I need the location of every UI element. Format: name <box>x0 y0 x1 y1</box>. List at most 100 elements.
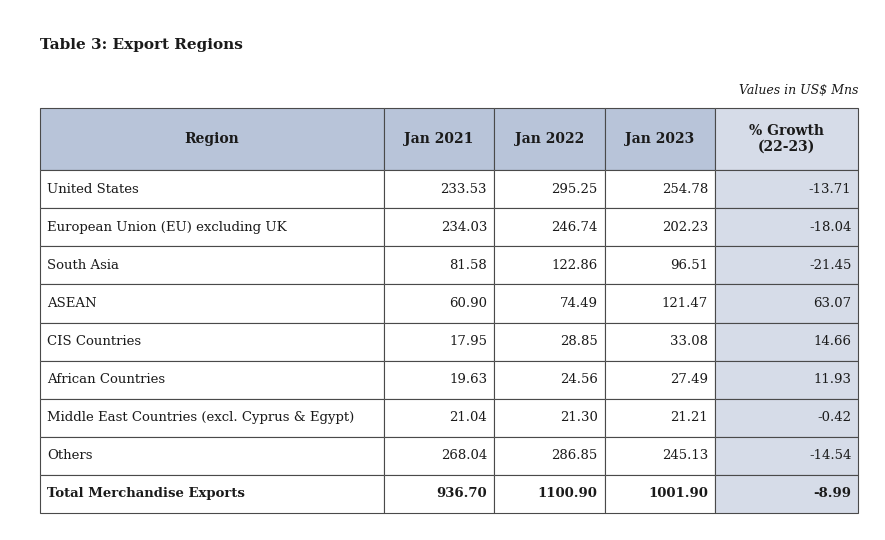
Bar <box>494 208 604 246</box>
Text: 1100.90: 1100.90 <box>538 488 597 501</box>
Bar <box>494 322 604 361</box>
Text: Jan 2023: Jan 2023 <box>626 132 695 146</box>
Bar <box>715 361 858 399</box>
Text: Total Merchandise Exports: Total Merchandise Exports <box>47 488 245 501</box>
Bar <box>715 437 858 475</box>
Bar <box>494 246 604 285</box>
Text: Region: Region <box>184 132 239 146</box>
Text: Values in US$ Mns: Values in US$ Mns <box>739 84 858 97</box>
Bar <box>383 399 494 437</box>
Bar <box>494 170 604 208</box>
Text: 14.66: 14.66 <box>813 335 851 348</box>
Text: 81.58: 81.58 <box>450 259 487 272</box>
Bar <box>494 285 604 322</box>
Bar <box>383 361 494 399</box>
Text: 74.49: 74.49 <box>559 297 597 310</box>
Bar <box>383 170 494 208</box>
Bar <box>40 170 383 208</box>
Bar <box>383 246 494 285</box>
Bar <box>715 399 858 437</box>
Bar <box>383 475 494 513</box>
Text: 202.23: 202.23 <box>662 221 708 234</box>
Bar <box>715 208 858 246</box>
Bar <box>604 170 715 208</box>
Text: United States: United States <box>47 183 139 195</box>
Text: 246.74: 246.74 <box>551 221 597 234</box>
Bar <box>383 437 494 475</box>
Bar <box>494 437 604 475</box>
Bar <box>383 208 494 246</box>
Bar <box>40 361 383 399</box>
Text: 28.85: 28.85 <box>560 335 597 348</box>
Bar <box>494 475 604 513</box>
Bar <box>715 170 858 208</box>
Bar <box>715 475 858 513</box>
Text: 19.63: 19.63 <box>449 373 487 386</box>
Text: 245.13: 245.13 <box>662 449 708 462</box>
Bar <box>383 108 494 170</box>
Bar <box>494 108 604 170</box>
Text: -14.54: -14.54 <box>809 449 851 462</box>
Bar <box>40 437 383 475</box>
Bar <box>383 399 494 437</box>
Bar <box>494 208 604 246</box>
Text: 1001.90: 1001.90 <box>648 488 708 501</box>
Bar <box>604 475 715 513</box>
Bar <box>40 322 383 361</box>
Bar <box>494 399 604 437</box>
Bar <box>715 322 858 361</box>
Bar <box>383 437 494 475</box>
Bar <box>715 475 858 513</box>
Bar <box>604 246 715 285</box>
Bar <box>494 399 604 437</box>
Bar <box>383 475 494 513</box>
Bar <box>40 399 383 437</box>
Bar <box>40 108 383 170</box>
Text: 63.07: 63.07 <box>813 297 851 310</box>
Text: Jan 2022: Jan 2022 <box>515 132 584 146</box>
Bar <box>40 361 383 399</box>
Bar <box>383 322 494 361</box>
Bar <box>715 361 858 399</box>
Text: 254.78: 254.78 <box>662 183 708 195</box>
Bar <box>494 475 604 513</box>
Bar <box>40 208 383 246</box>
Bar <box>40 108 383 170</box>
Text: 33.08: 33.08 <box>670 335 708 348</box>
Bar <box>715 108 858 170</box>
Text: 286.85: 286.85 <box>551 449 597 462</box>
Bar <box>494 322 604 361</box>
Bar <box>383 108 494 170</box>
Bar <box>40 246 383 285</box>
Bar <box>494 108 604 170</box>
Bar <box>604 285 715 322</box>
Text: -8.99: -8.99 <box>813 488 851 501</box>
Bar <box>604 361 715 399</box>
Bar <box>40 208 383 246</box>
Bar <box>715 246 858 285</box>
Text: 21.30: 21.30 <box>559 411 597 424</box>
Text: Table 3: Export Regions: Table 3: Export Regions <box>40 38 242 52</box>
Text: 17.95: 17.95 <box>449 335 487 348</box>
Bar <box>40 285 383 322</box>
Bar <box>604 208 715 246</box>
Bar <box>604 170 715 208</box>
Text: Jan 2021: Jan 2021 <box>404 132 473 146</box>
Text: CIS Countries: CIS Countries <box>47 335 141 348</box>
Text: ASEAN: ASEAN <box>47 297 96 310</box>
Bar <box>604 437 715 475</box>
Bar <box>40 399 383 437</box>
Bar <box>715 108 858 170</box>
Text: -0.42: -0.42 <box>818 411 851 424</box>
Bar <box>604 322 715 361</box>
Bar <box>40 437 383 475</box>
Bar <box>604 246 715 285</box>
Bar <box>715 285 858 322</box>
Bar <box>604 108 715 170</box>
Bar <box>383 285 494 322</box>
Bar <box>604 361 715 399</box>
Bar <box>604 475 715 513</box>
Bar <box>715 170 858 208</box>
Text: 268.04: 268.04 <box>441 449 487 462</box>
Bar <box>40 475 383 513</box>
